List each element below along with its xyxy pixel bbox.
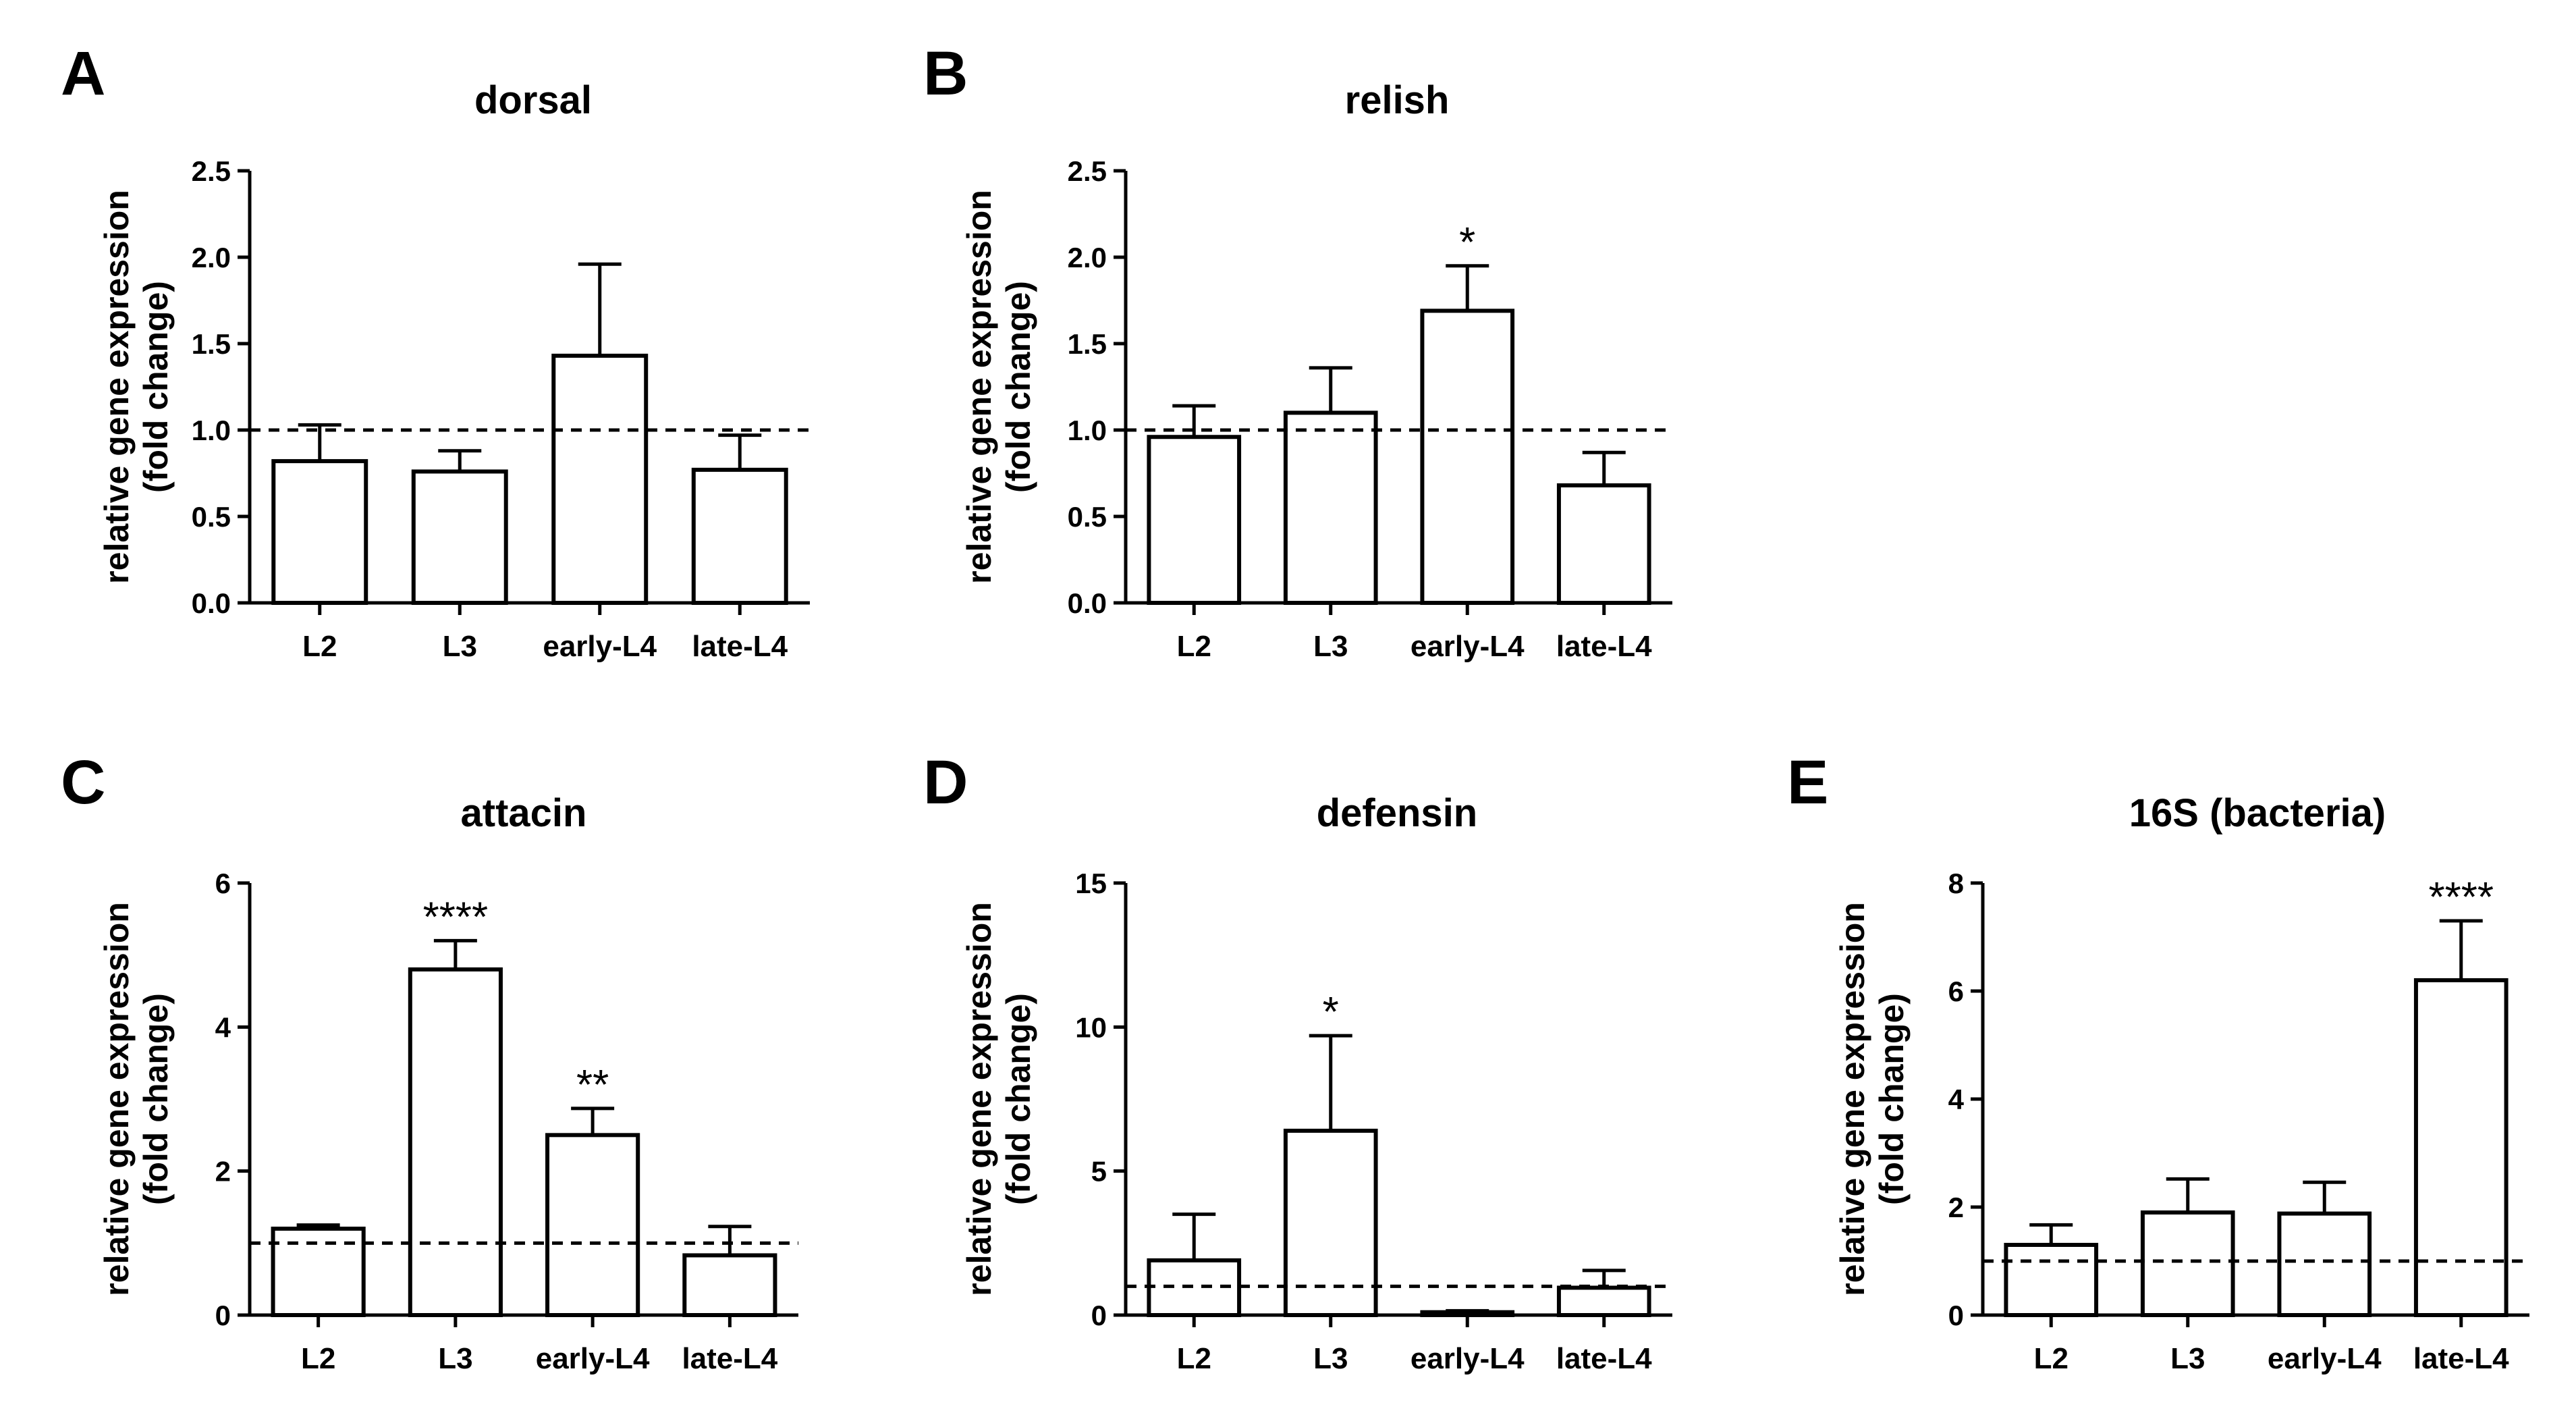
y-axis-label: relative gene expression (fold change) [960,190,1037,584]
bar [545,1133,640,1318]
y-tick-label: 4 [1948,1084,1965,1115]
x-tick-label: early-L4 [1410,1342,1525,1375]
y-tick-label: 1.0 [192,415,231,446]
x-tick-label: L3 [443,630,477,663]
bar [2413,978,2509,1317]
y-axis-label-line1: relative gene expression [1834,902,1871,1296]
significance-marker: ** [576,1062,609,1109]
y-axis-label-line2: (fold change) [137,281,175,493]
x-tick-label: L2 [2034,1342,2068,1375]
y-tick-label: 2.5 [1068,155,1107,187]
y-tick-label: 0 [215,1300,231,1331]
y-tick-label: 5 [1091,1156,1107,1187]
bar [691,467,788,605]
bar [551,353,649,605]
x-tick-label: L3 [1313,630,1348,663]
bar [682,1253,777,1318]
y-tick-label: 10 [1075,1011,1107,1043]
y-tick-label: 6 [215,867,231,899]
bar [1556,483,1651,605]
y-axis-label: relative gene expression (fold change) [98,902,175,1296]
y-tick-label: 0.5 [192,501,231,533]
significance-marker: **** [2428,874,2494,921]
panel-letter: D [923,748,968,817]
x-tick-label: late-L4 [692,630,788,663]
y-axis-label-line1: relative gene expression [98,902,136,1296]
y-axis-label: relative gene expression (fold change) [98,190,175,584]
significance-marker: * [1323,989,1339,1036]
panel-letter: B [923,39,968,108]
y-axis-label: relative gene expression (fold change) [960,902,1037,1296]
x-tick-label: L3 [438,1342,472,1375]
bar [1283,410,1378,606]
bar [2004,1243,2099,1317]
x-tick-label: early-L4 [1410,630,1525,663]
chart-title: relish [1345,78,1450,122]
bar [1556,1285,1651,1318]
x-tick-label: late-L4 [1556,1342,1652,1375]
x-tick-label: L2 [302,630,337,663]
x-tick-label: L2 [301,1342,335,1375]
y-axis-label-line2: (fold change) [999,281,1037,493]
x-tick-label: late-L4 [1556,630,1652,663]
bar [2277,1211,2372,1317]
panel-e: E 16S (bacteria) relative gene expression(… [1787,748,2529,1375]
y-tick-label: 0.0 [192,587,231,619]
x-tick-label: early-L4 [536,1342,650,1375]
significance-marker: **** [423,894,489,940]
significance-marker: * [1459,219,1475,266]
bar [1147,435,1242,605]
bar [2140,1210,2235,1317]
x-tick-label: L3 [1313,1342,1348,1375]
y-tick-label: 4 [215,1011,231,1043]
x-tick-label: early-L4 [2268,1342,2382,1375]
y-tick-label: 8 [1948,867,1964,899]
y-axis-label-line1: relative gene expression [960,190,998,584]
bar [408,967,503,1317]
bar [411,469,508,605]
y-axis-label-line2: (fold change) [999,993,1037,1205]
y-tick-label: 15 [1075,867,1107,899]
y-tick-label: 2 [215,1156,231,1187]
y-tick-label: 0.5 [1068,501,1107,533]
y-tick-label: 2.0 [192,242,231,273]
y-tick-label: 0.0 [1068,587,1107,619]
x-tick-label: early-L4 [543,630,657,663]
y-tick-label: 2 [1948,1192,1964,1223]
x-tick-label: L2 [1177,630,1211,663]
y-axis-label-line1: relative gene expression [960,902,998,1296]
chart-title: attacin [461,791,587,835]
y-axis-label-line1: relative gene expression [98,190,136,584]
y-axis-label-line2: (fold change) [1873,993,1911,1205]
x-tick-label: late-L4 [2413,1342,2509,1375]
panel-letter: E [1787,748,1828,817]
bar [1283,1128,1378,1318]
bar [1420,1310,1515,1317]
x-tick-label: L2 [1177,1342,1211,1375]
y-axis-label-line2: (fold change) [137,993,175,1205]
x-tick-label: late-L4 [682,1342,777,1375]
y-tick-label: 0 [1948,1300,1964,1331]
chart-title: dorsal [474,78,592,122]
chart-title: 16S (bacteria) [2129,791,2386,835]
y-tick-label: 1.0 [1068,415,1107,446]
y-tick-label: 2.0 [1068,242,1107,273]
chart-title: defensin [1317,791,1478,835]
y-tick-label: 1.5 [1068,328,1107,360]
bar [271,459,368,606]
bar [1420,309,1515,605]
y-tick-label: 1.5 [192,328,231,360]
y-tick-label: 2.5 [192,155,231,187]
x-tick-label: L3 [2170,1342,2205,1375]
y-tick-label: 0 [1091,1300,1107,1331]
panel-letter: C [61,748,105,817]
panel-letter: A [61,39,105,108]
y-axis-label: relative gene expression (fold change) [1834,902,1911,1296]
y-tick-label: 6 [1948,976,1964,1007]
